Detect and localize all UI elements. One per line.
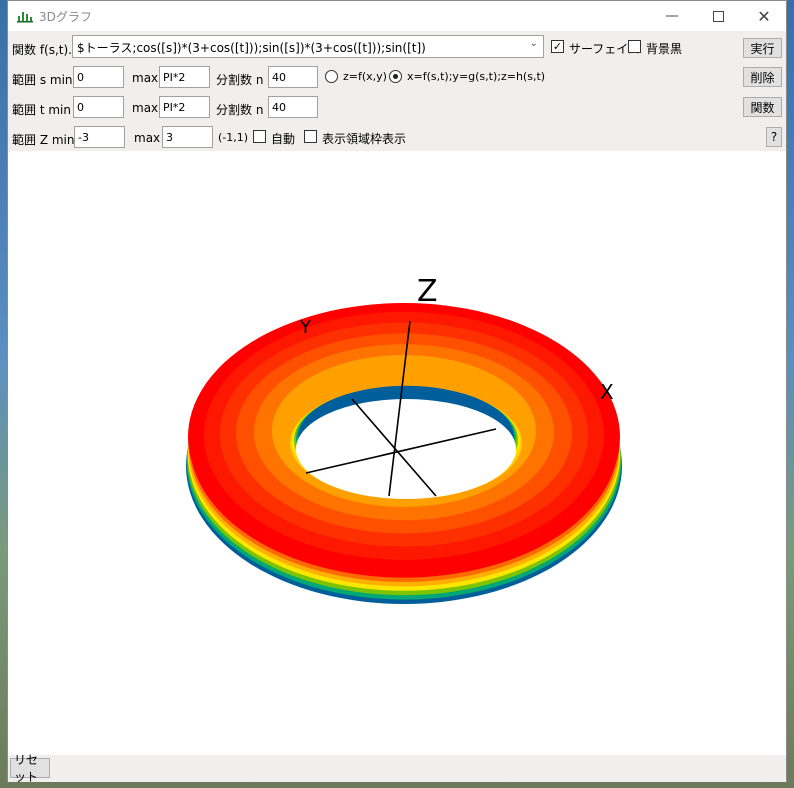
maximize-icon [712,10,724,22]
help-button[interactable]: ? [766,127,782,147]
title-bar[interactable]: 3Dグラフ — ✕ [8,1,786,31]
t-max-input[interactable] [159,96,210,118]
t-divisions-label: 分割数 n [216,103,264,117]
frame-label: 表示領域枠表示 [322,132,407,146]
auto-label: 自動 [271,132,296,146]
s-range-label: 範囲 s min [12,73,73,87]
x-axis-line [305,428,497,474]
maximize-button[interactable] [695,1,741,31]
minimize-button[interactable]: — [649,1,695,31]
z-max-input[interactable] [162,126,213,148]
function-combobox[interactable]: $トーラス;cos([s])*(3+cos([t]));sin([s])*(3+… [72,35,544,58]
delete-button[interactable]: 削除 [743,67,782,87]
radio-explicit[interactable] [325,70,338,83]
graph-app-icon [17,12,33,23]
status-bar: リセット [8,753,786,784]
chevron-down-icon[interactable]: ⌄ [529,38,538,49]
z-axis-label: Z [417,274,438,309]
torus-surface [186,303,622,604]
s-max-label: max [132,71,159,85]
t-range-label: 範囲 t min [12,103,71,117]
close-button[interactable]: ✕ [741,1,787,31]
window-title: 3Dグラフ [39,10,92,24]
t-divisions-input[interactable] [268,96,318,118]
axes [305,320,497,497]
function-label: 関数 f(s,t).. [12,43,76,57]
background-black-checkbox[interactable] [628,40,641,53]
z-axis-line [388,320,411,497]
background-black-label: 背景黒 [646,42,683,56]
s-divisions-label: 分割数 n [216,73,264,87]
radio-parametric[interactable] [389,70,402,83]
run-button[interactable]: 実行 [743,38,782,58]
z-min-input[interactable] [74,126,125,148]
y-axis-label: Y [299,317,312,338]
function-value: $トーラス;cos([s])*(3+cos([t]));sin([s])*(3+… [77,41,426,55]
s-divisions-input[interactable] [268,66,318,88]
function-button[interactable]: 関数 [743,97,782,117]
surface-label: サーフェイス [569,42,640,56]
t-min-input[interactable] [73,96,124,118]
surface-checkbox[interactable]: ✓ [551,40,564,53]
z-range-hint: (-1,1) [218,131,249,144]
frame-checkbox[interactable] [304,130,317,143]
check-icon: ✓ [552,40,563,53]
x-axis-label: X [600,380,614,404]
radio-selected-dot [393,74,398,79]
radio-explicit-label: z=f(x,y) [343,70,387,83]
radio-parametric-label: x=f(s,t);y=g(s,t);z=h(s,t) [407,70,546,83]
minimize-icon: — [665,8,679,24]
app-window: 3Dグラフ — ✕ 関数 f(s,t).. $トーラス;cos([s])*(3+… [7,0,787,784]
z-range-label: 範囲 Z min [12,133,75,147]
s-max-input[interactable] [159,66,210,88]
s-min-input[interactable] [73,66,124,88]
z-max-label: max [134,131,161,145]
t-max-label: max [132,101,159,115]
reset-button[interactable]: リセット [10,753,50,784]
control-panel: 関数 f(s,t).. $トーラス;cos([s])*(3+cos([t]));… [8,31,786,151]
close-icon: ✕ [757,6,771,26]
torus-plot: Z Y X [186,274,622,604]
torus-hole [296,399,516,499]
graph-canvas[interactable]: Z Y X [8,151,786,755]
auto-checkbox[interactable] [253,130,266,143]
y-axis-line [351,398,437,497]
